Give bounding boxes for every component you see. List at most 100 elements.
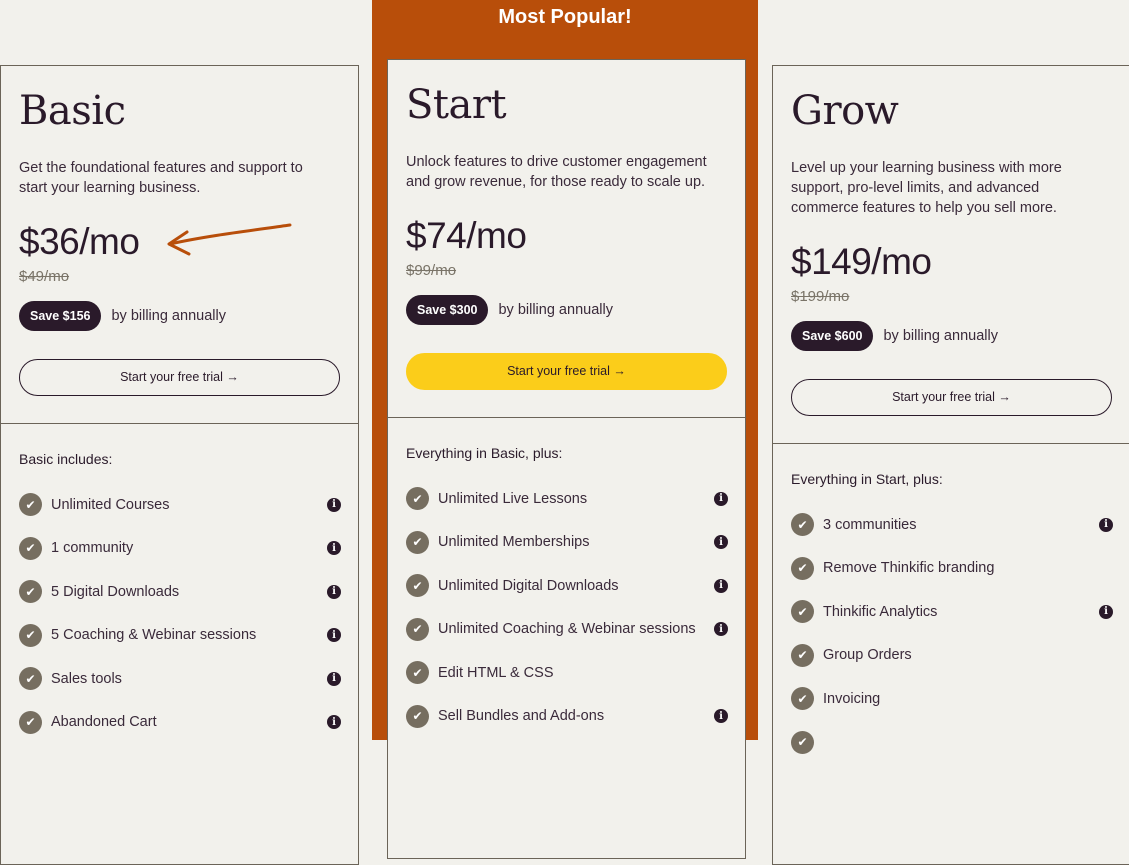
feature-item: ✔ 1 community i bbox=[19, 527, 341, 571]
start-free-trial-button[interactable]: Start your free trial → bbox=[19, 359, 340, 396]
check-icon: ✔ bbox=[19, 667, 42, 691]
feature-item: ✔ Abandoned Cart i bbox=[19, 701, 341, 745]
check-icon: ✔ bbox=[791, 600, 814, 624]
feature-list: Basic includes: ✔ Unlimited Courses i ✔ … bbox=[1, 424, 358, 744]
plan-description: Unlock features to drive customer engage… bbox=[406, 154, 707, 190]
feature-label: Unlimited Live Lessons bbox=[438, 490, 588, 507]
feature-item: ✔ 3 communities i bbox=[791, 503, 1113, 547]
feature-label: 5 Digital Downloads bbox=[51, 583, 180, 600]
check-icon: ✔ bbox=[791, 556, 814, 580]
savings-row: Save $156 by billing annually bbox=[19, 301, 340, 331]
plan-name: Start bbox=[406, 82, 507, 128]
feature-list: Everything in Start, plus: ✔ 3 communiti… bbox=[773, 444, 1129, 764]
check-icon: ✔ bbox=[791, 687, 814, 711]
feature-item: ✔ Remove Thinkific branding bbox=[791, 547, 1112, 591]
feature-label: Edit HTML & CSS bbox=[438, 664, 554, 681]
check-icon: ✔ bbox=[406, 530, 429, 554]
feature-item: ✔ 5 Coaching & Webinar sessions i bbox=[19, 614, 341, 658]
feature-item: ✔ Thinkific Analytics i bbox=[791, 590, 1113, 634]
info-icon[interactable]: i bbox=[327, 671, 341, 686]
info-icon[interactable]: i bbox=[714, 535, 728, 550]
feature-label: Group Orders bbox=[823, 647, 912, 664]
feature-label: 5 Coaching & Webinar sessions bbox=[51, 627, 257, 644]
feature-label: 3 communities bbox=[823, 516, 917, 533]
feature-item: ✔ Unlimited Digital Downloads i bbox=[406, 564, 728, 608]
info-icon[interactable]: i bbox=[327, 584, 341, 599]
feature-item: ✔ Invoicing bbox=[791, 677, 1112, 721]
feature-item: ✔ Unlimited Courses i bbox=[19, 483, 341, 527]
includes-title: Everything in Start, plus: bbox=[791, 471, 943, 487]
annotation-arrow-icon bbox=[167, 223, 292, 256]
plan-old-price: $199/mo bbox=[791, 288, 850, 305]
check-icon: ✔ bbox=[406, 704, 429, 728]
plan-old-price: $99/mo bbox=[406, 262, 457, 279]
info-icon[interactable]: i bbox=[327, 628, 341, 643]
savings-note: by billing annually bbox=[111, 308, 226, 324]
start-free-trial-button[interactable]: Start your free trial → bbox=[406, 353, 727, 390]
check-icon: ✔ bbox=[791, 643, 814, 667]
plan-description: Level up your learning business with mor… bbox=[791, 160, 1062, 216]
feature-label: Unlimited Coaching & Webinar sessions bbox=[438, 621, 696, 638]
feature-label: Remove Thinkific branding bbox=[823, 560, 995, 577]
feature-label: 1 community bbox=[51, 540, 134, 557]
check-icon: ✔ bbox=[19, 493, 42, 517]
feature-label: Sell Bundles and Add-ons bbox=[438, 708, 605, 725]
info-icon[interactable]: i bbox=[1099, 604, 1113, 619]
info-icon[interactable]: i bbox=[327, 715, 341, 730]
feature-item: ✔ Sell Bundles and Add-ons i bbox=[406, 695, 728, 739]
check-icon: ✔ bbox=[791, 513, 814, 537]
plan-summary: Grow Level up your learning business wit… bbox=[773, 66, 1129, 444]
check-icon: ✔ bbox=[406, 574, 429, 598]
feature-label: Abandoned Cart bbox=[51, 714, 157, 731]
feature-item: ✔ Sales tools i bbox=[19, 657, 341, 701]
savings-note: by billing annually bbox=[883, 328, 998, 344]
check-icon: ✔ bbox=[19, 536, 42, 560]
most-popular-label: Most Popular! bbox=[498, 6, 632, 28]
plan-price: $36/mo bbox=[19, 221, 140, 262]
plan-card-start: Start Unlock features to drive customer … bbox=[387, 59, 746, 859]
info-icon[interactable]: i bbox=[327, 541, 341, 556]
check-icon: ✔ bbox=[19, 623, 42, 647]
info-icon[interactable]: i bbox=[327, 497, 341, 512]
plan-card-grow: Grow Level up your learning business wit… bbox=[772, 65, 1129, 865]
savings-badge: Save $600 bbox=[791, 321, 874, 351]
feature-item: ✔ 5 Digital Downloads i bbox=[19, 570, 341, 614]
savings-row: Save $600 by billing annually bbox=[791, 321, 1123, 351]
plan-old-price: $49/mo bbox=[19, 268, 70, 285]
plan-name: Grow bbox=[791, 88, 899, 134]
plan-price: $74/mo bbox=[406, 215, 527, 256]
plan-description: Get the foundational features and suppor… bbox=[19, 160, 303, 196]
feature-item: ✔ Unlimited Memberships i bbox=[406, 521, 728, 565]
check-icon: ✔ bbox=[19, 580, 42, 604]
start-free-trial-button[interactable]: Start your free trial → bbox=[791, 379, 1112, 416]
feature-label: Thinkific Analytics bbox=[823, 603, 938, 620]
info-icon[interactable]: i bbox=[714, 622, 728, 637]
plan-summary: Basic Get the foundational features and … bbox=[1, 66, 358, 424]
check-icon: ✔ bbox=[791, 730, 814, 754]
savings-row: Save $300 by billing annually bbox=[406, 295, 727, 325]
info-icon[interactable]: i bbox=[714, 491, 728, 506]
feature-label: Unlimited Courses bbox=[51, 496, 170, 513]
feature-label: Unlimited Digital Downloads bbox=[438, 577, 619, 594]
plan-card-basic: Basic Get the foundational features and … bbox=[0, 65, 359, 865]
check-icon: ✔ bbox=[406, 487, 429, 511]
info-icon[interactable]: i bbox=[714, 709, 728, 724]
feature-item: ✔ Unlimited Coaching & Webinar sessions … bbox=[406, 608, 728, 652]
plan-name: Basic bbox=[19, 88, 126, 134]
info-icon[interactable]: i bbox=[714, 578, 728, 593]
feature-item: ✔ Edit HTML & CSS bbox=[406, 651, 727, 695]
includes-title: Everything in Basic, plus: bbox=[406, 445, 563, 461]
includes-title: Basic includes: bbox=[19, 451, 113, 467]
feature-list: Everything in Basic, plus: ✔ Unlimited L… bbox=[388, 418, 745, 738]
feature-item: ✔ Unlimited Live Lessons i bbox=[406, 477, 728, 521]
savings-badge: Save $300 bbox=[406, 295, 489, 325]
feature-label: Unlimited Memberships bbox=[438, 534, 590, 551]
plan-price: $149/mo bbox=[791, 241, 932, 282]
info-icon[interactable]: i bbox=[1099, 517, 1113, 532]
savings-note: by billing annually bbox=[498, 302, 613, 318]
savings-badge: Save $156 bbox=[19, 301, 102, 331]
feature-item: ✔ bbox=[791, 721, 1112, 765]
check-icon: ✔ bbox=[406, 617, 429, 641]
check-icon: ✔ bbox=[19, 710, 42, 734]
feature-label: Sales tools bbox=[51, 670, 122, 687]
